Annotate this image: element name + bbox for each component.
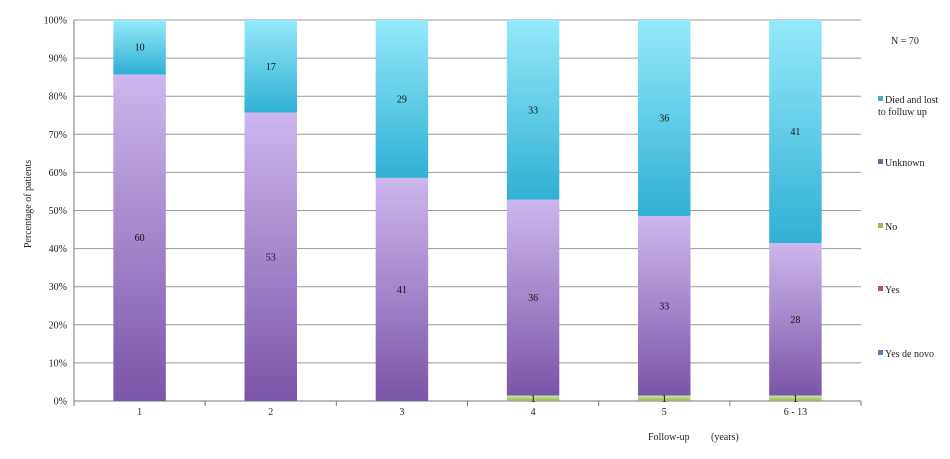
legend-label: No (885, 222, 898, 233)
legend-label: Yes de novo (885, 349, 934, 360)
y-tick-label: 10% (49, 358, 67, 369)
x-tick-label: 2 (268, 407, 273, 418)
data-label: 29 (397, 94, 407, 105)
legend-item-died-lost: Died and lost to folluw up (878, 95, 938, 119)
legend-item-yes-de-novo: Yes de novo (878, 349, 934, 361)
data-label: 53 (266, 252, 276, 263)
bar-segment (113, 20, 166, 75)
bar-segment (638, 395, 691, 401)
data-label: 28 (790, 315, 800, 326)
y-tick-label: 60% (49, 168, 67, 179)
x-tick-label: 5 (662, 407, 667, 418)
legend-swatch (878, 96, 883, 101)
data-label: 41 (397, 285, 407, 296)
x-axis-title-part-1: Follow-up (648, 432, 690, 443)
data-label: 10 (135, 43, 145, 54)
sample-size-note: N = 70 (891, 36, 919, 47)
y-tick-label: 80% (49, 92, 67, 103)
legend-label: Died and lost to folluw up (878, 95, 939, 118)
x-tick-label: 1 (137, 407, 142, 418)
bar-segment (113, 74, 166, 401)
legend-label: Unknown (885, 158, 925, 169)
y-tick-label: 0% (54, 397, 67, 408)
x-axis-title-part-2: (years) (711, 432, 739, 443)
y-tick-label: 30% (49, 282, 67, 293)
data-label: 33 (659, 301, 669, 312)
bar-segment (769, 243, 822, 396)
legend-swatch (878, 350, 883, 355)
legend-item-no: No (878, 222, 897, 234)
x-tick-label: 3 (399, 407, 404, 418)
bar-segment (506, 395, 560, 401)
data-label: 1 (662, 394, 667, 405)
legend-swatch (878, 159, 883, 164)
y-tick-label: 70% (49, 130, 67, 141)
bar-segment (506, 199, 560, 396)
legend-item-unknown: Unknown (878, 158, 924, 170)
bar-segment (769, 20, 822, 244)
x-tick-label: 6 - 13 (784, 407, 807, 418)
legend-label: Yes (885, 285, 900, 296)
y-tick-label: 40% (49, 244, 67, 255)
data-label: 1 (793, 394, 798, 405)
data-label: 60 (135, 233, 145, 244)
y-axis-title: Percentage of patients (23, 160, 34, 248)
bar-segment (638, 20, 691, 216)
bar-segment (244, 20, 297, 113)
bar-segment (244, 112, 297, 402)
y-tick-label: 20% (49, 320, 67, 331)
x-tick-label: 4 (531, 407, 536, 418)
bar-segment (769, 395, 822, 401)
bar-segment (375, 177, 429, 401)
bar-segment (375, 20, 429, 178)
legend-swatch (878, 286, 883, 291)
y-tick-label: 90% (49, 54, 67, 65)
y-tick-label: 50% (49, 206, 67, 217)
data-label: 17 (266, 62, 276, 73)
y-tick-label: 100% (44, 16, 67, 27)
data-label: 41 (790, 127, 800, 138)
data-label: 36 (528, 293, 538, 304)
bar-segment (638, 215, 691, 396)
data-label: 36 (659, 113, 669, 124)
legend-swatch (878, 223, 883, 228)
legend-item-yes: Yes (878, 285, 900, 297)
data-label: 33 (528, 105, 538, 116)
data-label: 1 (531, 394, 536, 405)
bar-segment (506, 20, 560, 200)
